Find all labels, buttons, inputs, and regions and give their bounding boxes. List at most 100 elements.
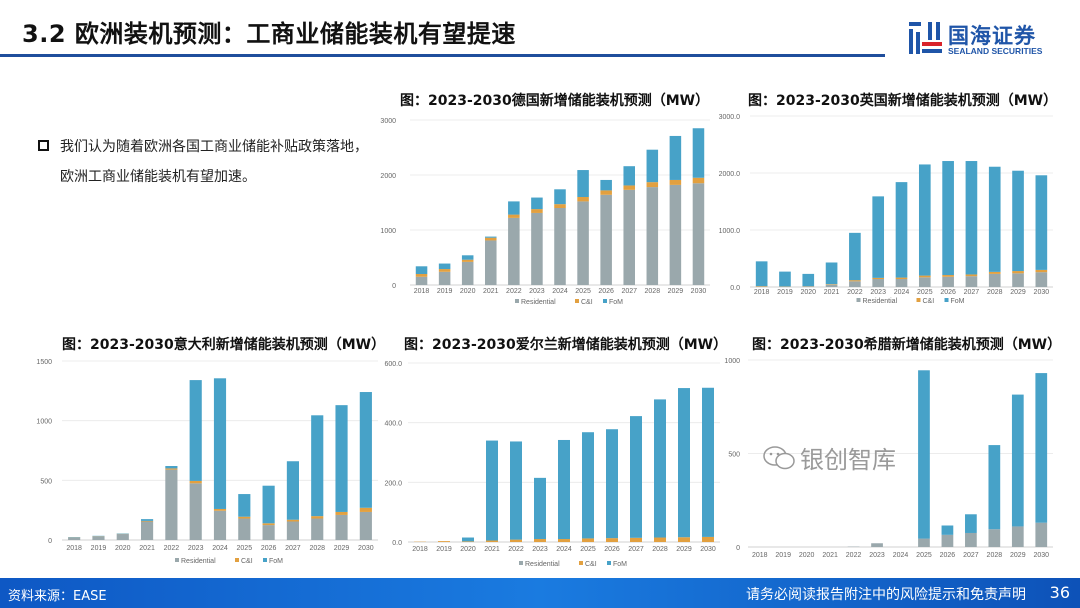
y-tick-label: 200.0 (384, 480, 402, 487)
bar-ci-2027 (286, 519, 299, 522)
bar-residential-2019 (438, 271, 451, 285)
bar-residential-2022 (849, 281, 861, 287)
legend-label: C&I (923, 298, 935, 305)
company-logo: 国海证券 SEALAND SECURITIES (908, 18, 1068, 62)
bar-residential-2025 (577, 201, 589, 285)
x-tick-label: 2018 (754, 289, 770, 296)
bar-residential-2021 (141, 521, 154, 540)
bullet-text: 我们认为随着欧洲各国工商业储能补贴政策落地，欧洲工商业储能装机有望加速。 (60, 139, 368, 185)
bar-residential-2029 (1012, 273, 1024, 287)
bar-ci-2029 (1012, 271, 1024, 274)
bar-ci-2023 (189, 480, 202, 484)
bar-ci-2029 (678, 537, 690, 542)
x-tick-label: 2028 (987, 552, 1003, 559)
legend-label: Residential (521, 299, 556, 306)
x-tick-label: 2018 (412, 546, 428, 553)
sealand-logo-icon (909, 22, 942, 54)
x-tick-label: 2018 (66, 545, 82, 552)
bar-fom-2028 (311, 415, 324, 517)
bar-fom-2019 (438, 263, 451, 270)
bar-ci-2025 (577, 197, 589, 202)
bar-ci-2026 (600, 190, 612, 195)
x-tick-label: 2028 (645, 288, 661, 295)
bar-ci-2022 (508, 214, 520, 218)
bar-fom-2025 (238, 494, 251, 517)
bar-fom-2021 (485, 236, 497, 238)
slide-title: 3.2 欧洲装机预测：工商业储能装机有望提速 (22, 20, 516, 48)
bar-fom-2029 (678, 388, 690, 538)
x-tick-label: 2021 (483, 288, 499, 295)
bar-fom-2023 (189, 380, 202, 481)
bullet-point: 我们认为随着欧洲各国工商业储能补贴政策落地，欧洲工商业储能装机有望加速。 (38, 132, 368, 192)
x-tick-label: 2029 (1010, 552, 1026, 559)
legend-label: Residential (863, 298, 898, 305)
bar-ci-2024 (213, 508, 227, 511)
x-tick-label: 2028 (987, 289, 1003, 296)
y-tick-label: 0.0 (392, 540, 402, 547)
bar-fom-2027 (630, 416, 642, 538)
y-tick-label: 0 (392, 283, 396, 290)
bar-ci-2029 (669, 179, 682, 185)
legend-swatch (944, 298, 949, 302)
x-tick-label: 2027 (628, 546, 644, 553)
chart-italy: 0 500 1000 1500 2018 2019 2020 2021 2022 2023 2024… (36, 359, 378, 565)
x-tick-label: 2019 (777, 289, 793, 296)
bar-fom-2026 (942, 161, 954, 276)
legend-swatch (175, 558, 179, 562)
bar-residential-2018 (415, 276, 428, 285)
square-bullet-icon (38, 140, 49, 151)
x-tick-label: 2025 (237, 545, 253, 552)
x-tick-label: 2022 (164, 545, 180, 552)
y-tick-label: 600.0 (384, 361, 402, 368)
chart-uk: 0.0 1000.0 2000.0 3000.0 2018 2019 2020 2021 202… (719, 114, 1053, 305)
bar-ci-2030 (692, 177, 705, 184)
x-tick-label: 2024 (894, 289, 910, 296)
x-tick-label: 2024 (556, 546, 572, 553)
legend-label: C&I (585, 561, 597, 568)
bar-residential-2026 (600, 194, 612, 285)
bar-ci-2022 (165, 468, 178, 470)
bar-residential-2024 (554, 208, 566, 285)
legend-swatch (916, 298, 921, 302)
bar-fom-2025 (582, 432, 594, 539)
page-number: 36 (1049, 583, 1070, 602)
bar-residential-2024 (895, 279, 908, 287)
bar-residential-2023 (872, 279, 885, 287)
chart-germany: 0 1000 2000 3000 2018 2019 2020 2021 2022 2023 202… (380, 118, 710, 306)
bar-ci-2025 (582, 538, 594, 542)
legend-swatch (856, 298, 861, 302)
bar-residential-2021 (825, 284, 838, 287)
bar-ci-2028 (646, 182, 659, 188)
bar-residential-2025 (238, 518, 251, 540)
bar-residential-2028 (988, 273, 1001, 287)
bar-residential-2029 (669, 184, 682, 285)
bar-fom-2020 (461, 255, 474, 260)
bar-residential-2029 (1011, 526, 1024, 547)
bar-ci-2027 (630, 537, 642, 542)
chart-title-greece: 图：2023-2030希腊新增储能装机预测（MW） (752, 337, 1062, 353)
title-underline (0, 54, 885, 57)
y-tick-label: 500 (728, 452, 740, 459)
x-tick-label: 2019 (437, 288, 453, 295)
bar-fom-2025 (918, 370, 930, 539)
bar-fom-2023 (531, 197, 543, 210)
bar-residential-2027 (965, 276, 978, 287)
legend-label: FoM (609, 299, 623, 306)
bar-ci-2025 (238, 516, 251, 519)
x-tick-label: 2029 (668, 288, 684, 295)
x-tick-label: 2027 (285, 545, 301, 552)
bar-residential-2028 (311, 518, 324, 540)
x-tick-label: 2028 (652, 546, 668, 553)
bar-fom-2026 (600, 179, 612, 191)
bar-residential-2030 (359, 511, 372, 540)
x-tick-label: 2027 (621, 288, 637, 295)
x-tick-label: 2018 (414, 288, 430, 295)
bar-fom-2018 (755, 261, 768, 287)
bar-residential-2024 (213, 510, 227, 540)
legend-label: FoM (613, 561, 627, 568)
watermark-text: 银创智库 (800, 446, 896, 474)
bar-residential-2023 (531, 212, 543, 285)
x-tick-label: 2030 (1033, 552, 1049, 559)
bar-fom-2029 (1012, 170, 1024, 272)
bar-fom-2030 (702, 387, 714, 537)
